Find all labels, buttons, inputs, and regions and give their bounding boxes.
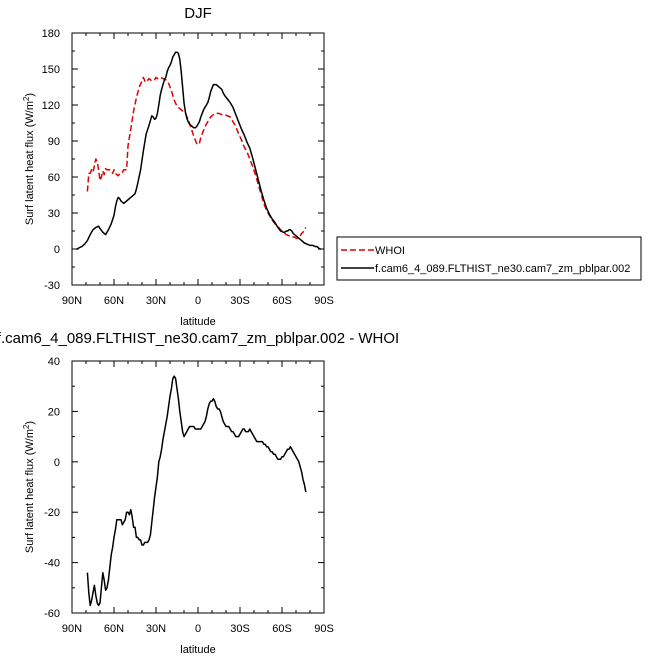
- bottom-ytick-label: 40: [48, 356, 60, 368]
- bottom-xtick-label: 30S: [230, 623, 250, 635]
- bottom-chart: f.cam6_4_089.FLTHIST_ne30.cam7_zm_pblpar…: [0, 330, 399, 656]
- legend-box: [336, 236, 642, 281]
- top-chart-ylabel: Surf latent heat flux (W/m2): [22, 93, 36, 225]
- legend-whoi-label: WHOI: [375, 245, 405, 257]
- bottom-xtick-label: 90N: [62, 623, 82, 635]
- top-xtick-label: 90N: [62, 295, 82, 307]
- top-ytick-label: 120: [42, 100, 60, 112]
- bottom-ytick-label: 0: [54, 457, 60, 469]
- top-ytick-label: 90: [48, 136, 60, 148]
- bottom-ytick-label: 20: [48, 406, 60, 418]
- top-xtick-label: 30S: [230, 295, 250, 307]
- top-xtick-label: 30N: [146, 295, 166, 307]
- bottom-chart-xlabel: latitude: [180, 644, 215, 656]
- bottom-ytick-label: -20: [44, 507, 60, 519]
- bottom-xtick-label: 30N: [146, 623, 166, 635]
- legend-model-label: f.cam6_4_089.FLTHIST_ne30.cam7_zm_pblpar…: [375, 263, 630, 275]
- bottom-ytick-label: -60: [44, 608, 60, 620]
- top-ytick-label: 30: [48, 208, 60, 220]
- top-xtick-label: 0: [195, 295, 201, 307]
- bottom-chart-title: f.cam6_4_089.FLTHIST_ne30.cam7_zm_pblpar…: [0, 330, 399, 347]
- bottom-series-line-0: [86, 375, 307, 607]
- top-chart-xlabel: latitude: [180, 316, 215, 328]
- bottom-ytick-label: -40: [44, 558, 60, 570]
- bottom-xtick-label: 90S: [314, 623, 334, 635]
- top-chart-frame: [71, 32, 325, 286]
- bottom-xtick-label: 0: [195, 623, 201, 635]
- top-ytick-label: 150: [42, 64, 60, 76]
- bottom-xtick-label: 60N: [104, 623, 124, 635]
- bottom-chart-ylabel: Surf latent heat flux (W/m2): [22, 421, 36, 553]
- top-xtick-label: 60N: [104, 295, 124, 307]
- top-xtick-label: 60S: [272, 295, 292, 307]
- bottom-xtick-label: 60S: [272, 623, 292, 635]
- top-chart-title: DJF: [184, 5, 212, 22]
- bottom-chart-frame: [71, 360, 325, 614]
- top-chart-legend: WHOI f.cam6_4_089.FLTHIST_ne30.cam7_zm_p…: [336, 236, 642, 281]
- top-series-line-0: [86, 76, 307, 239]
- top-ytick-label: -30: [44, 280, 60, 292]
- top-series-line-1: [76, 51, 322, 250]
- top-ytick-label: 180: [42, 28, 60, 40]
- top-ytick-label: 60: [48, 172, 60, 184]
- top-ytick-label: 0: [54, 244, 60, 256]
- top-chart: DJF 90N 60N 30N 0 30S 60S 90S -30 0 30 60 90 120 150 1…: [22, 5, 334, 328]
- top-xtick-label: 90S: [314, 295, 334, 307]
